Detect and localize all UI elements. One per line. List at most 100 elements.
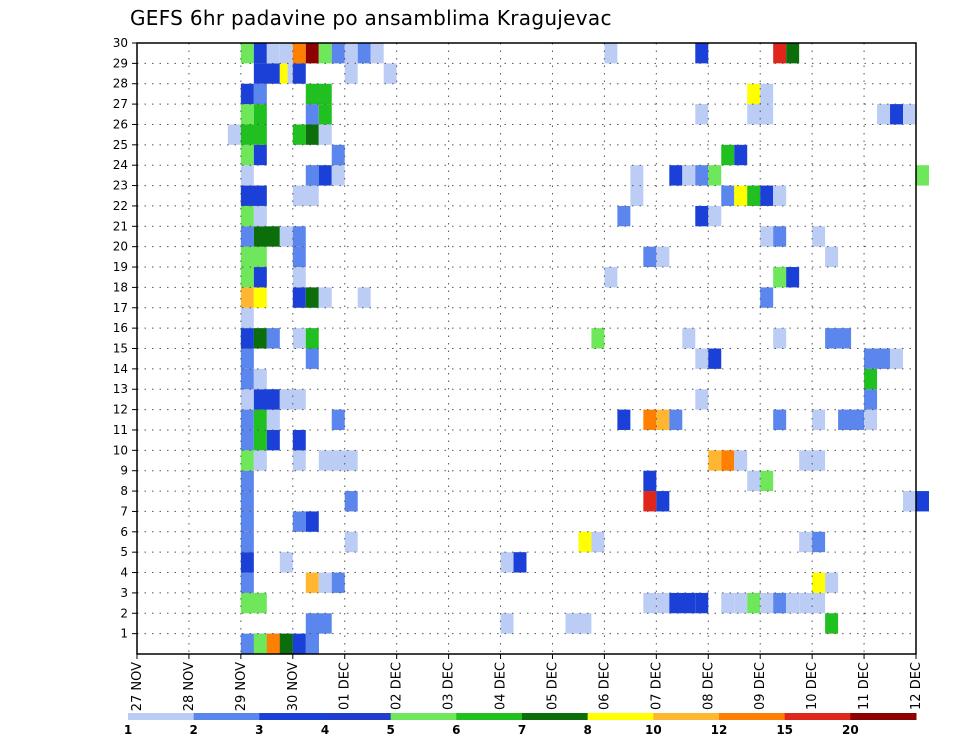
heatmap-cell: [240, 389, 254, 410]
heatmap-cell: [773, 226, 787, 247]
heatmap-cell: [747, 104, 774, 125]
colorbar-tick-label: 1: [124, 723, 132, 737]
heatmap-cell: [812, 592, 826, 614]
heatmap-cell: [305, 165, 319, 186]
heatmap-cell: [331, 165, 345, 186]
heatmap-cell: [305, 613, 332, 634]
heatmap-cell: [305, 43, 319, 64]
colorbar-tick-label: 20: [842, 723, 859, 737]
heatmap-cell: [760, 226, 774, 247]
heatmap-cell: [266, 328, 280, 349]
heatmap-cell: [292, 287, 306, 308]
heatmap-cell: [292, 124, 306, 145]
heatmap-cell: [240, 185, 267, 206]
heatmap-cell: [578, 531, 592, 553]
heatmap-cell: [669, 592, 696, 614]
heatmap-cell: [305, 511, 319, 532]
heatmap-cell: [279, 389, 306, 410]
y-tick-label: 14: [113, 362, 128, 376]
heatmap-cell: [773, 43, 787, 64]
heatmap-cell: [253, 104, 267, 125]
heatmap-cells: [227, 43, 929, 654]
y-tick-label: 4: [120, 566, 128, 580]
heatmap-cell: [721, 144, 735, 166]
x-tick-label: 28 NOV: [182, 662, 197, 711]
x-tick-label: 01 DEC: [338, 662, 353, 710]
y-tick-label: 18: [113, 280, 128, 294]
heatmap-cell: [500, 552, 514, 573]
colorbar-swatch: [653, 713, 720, 720]
heatmap-cell: [864, 368, 878, 390]
y-tick-label: 30: [113, 36, 128, 50]
heatmap-cell: [760, 185, 774, 206]
heatmap-cell: [734, 450, 748, 471]
heatmap-cell: [240, 368, 254, 390]
x-tick-label: 27 NOV: [130, 662, 145, 711]
heatmap-cell: [695, 43, 709, 64]
y-tick-label: 28: [113, 77, 128, 91]
heatmap-cell: [305, 633, 319, 654]
heatmap-cell: [682, 328, 696, 349]
heatmap-cell: [266, 429, 280, 451]
x-tick-label: 30 NOV: [286, 662, 301, 711]
y-tick-label: 8: [120, 484, 128, 498]
heatmap-cell: [240, 470, 254, 492]
heatmap-cell: [383, 63, 397, 84]
heatmap-cell: [253, 226, 280, 247]
x-tick-label: 02 DEC: [390, 662, 405, 710]
heatmap-cell: [643, 246, 657, 268]
heatmap-cell: [747, 185, 761, 206]
heatmap-cell: [292, 43, 306, 64]
y-tick-label: 26: [113, 117, 128, 131]
heatmap-cell: [279, 63, 288, 84]
colorbar-tick-label: 15: [776, 723, 793, 737]
y-tick-label: 20: [113, 240, 128, 254]
heatmap-cell: [240, 450, 254, 471]
colorbar: 1 2 3 4 5 6 7 8 10 12 15 20: [124, 713, 917, 737]
x-tick-label: 03 DEC: [442, 662, 457, 710]
heatmap-cell: [721, 185, 735, 206]
heatmap-cell: [708, 348, 722, 369]
heatmap-cell: [786, 267, 800, 288]
heatmap-cell: [305, 83, 332, 105]
heatmap-cell: [318, 572, 332, 593]
y-tick-label: 10: [113, 443, 128, 457]
heatmap-cell: [344, 43, 358, 64]
heatmap-cell: [630, 185, 644, 206]
heatmap-cell: [240, 43, 254, 64]
heatmap-cell: [617, 205, 631, 227]
x-tick-label: 11 DEC: [857, 662, 872, 710]
heatmap-cell: [344, 491, 358, 512]
colorbar-swatch: [850, 713, 917, 720]
heatmap-cell: [669, 409, 683, 430]
heatmap-cell: [565, 613, 592, 634]
colorbar-swatch: [390, 713, 457, 720]
heatmap-cell: [799, 592, 813, 614]
x-tick-label: 07 DEC: [649, 662, 664, 710]
heatmap-cell: [253, 83, 267, 105]
heatmap-cell: [812, 531, 826, 553]
heatmap-cell: [695, 389, 709, 410]
heatmap-cell: [812, 409, 826, 430]
heatmap-cell: [292, 429, 306, 451]
heatmap-cell: [318, 43, 332, 64]
heatmap-cell: [305, 328, 319, 349]
heatmap-cell: [240, 409, 254, 430]
heatmap-cell: [760, 287, 774, 308]
heatmap-cell: [240, 83, 254, 105]
y-tick-label: 17: [113, 301, 128, 315]
colorbar-tick-label: 6: [452, 723, 460, 737]
heatmap-cell: [721, 592, 735, 614]
heatmap-cell: [864, 389, 878, 410]
y-tick-label: 25: [113, 138, 128, 152]
heatmap-cell: [747, 592, 761, 614]
heatmap-cell: [825, 572, 839, 593]
heatmap-cell: [253, 328, 267, 349]
colorbar-swatch: [522, 713, 589, 720]
heatmap-cell: [630, 165, 644, 186]
heatmap-cell: [279, 226, 293, 247]
heatmap-cell: [240, 491, 254, 512]
heatmap-cell: [240, 511, 254, 532]
colorbar-swatch: [784, 713, 851, 720]
